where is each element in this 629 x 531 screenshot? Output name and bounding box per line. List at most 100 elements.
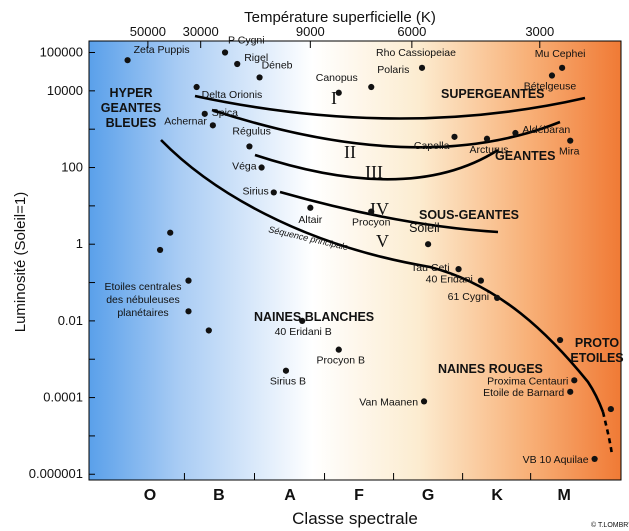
star-label: Sirius: [243, 185, 269, 197]
curve-class-II: [211, 108, 561, 149]
star-dot: [368, 208, 375, 215]
star-label: Etoile de Barnard: [483, 387, 564, 399]
star-label: Polaris: [377, 64, 409, 76]
star-dot: [451, 133, 458, 140]
star-label: Véga: [232, 161, 257, 173]
star-label: Canopus: [316, 72, 358, 84]
star-label: Capella: [414, 140, 450, 152]
star-dot: [335, 89, 342, 96]
temperature-ticks: 50000 30000 9000 6000 3000: [130, 24, 554, 48]
star-dot: [299, 317, 306, 324]
star-label: Procyon: [352, 217, 391, 229]
luminosity-tick-label: 100000: [40, 45, 83, 60]
temperature-tick-label: 50000: [130, 24, 166, 39]
region-hypergiants-line3: BLEUES: [106, 116, 157, 130]
star-dot: [567, 137, 574, 144]
region-giants: GEANTES: [495, 149, 555, 163]
star-dot: [483, 135, 491, 142]
region-red-dwarfs: NAINES ROUGES: [438, 362, 543, 376]
x-axis-title: Classe spectrale: [292, 509, 418, 528]
star-dot: [185, 277, 192, 284]
star-dot: [221, 49, 229, 56]
luminosity-ticks: 100000 10000 100 1 0.01 0.0001 0.000001: [29, 45, 95, 481]
star-label: Sirius B: [270, 376, 306, 388]
copyright: © T.LOMBR': [591, 521, 629, 529]
star-label: Déneb: [262, 59, 293, 71]
star-label: Aldébaran: [522, 124, 570, 136]
star-dots: [124, 49, 614, 463]
star-label: Mu Cephei: [535, 48, 586, 60]
star-dot: [548, 72, 556, 79]
top-axis-title: Température superficielle (K): [244, 9, 436, 26]
region-nebula-line1: Etoiles centrales: [104, 281, 181, 293]
star-dot: [418, 64, 426, 71]
luminosity-tick-label: 10000: [47, 83, 83, 98]
star-dot: [185, 308, 192, 315]
star-dot: [246, 143, 253, 150]
curve-class-III: [254, 148, 499, 181]
spectral-class-label: B: [213, 487, 225, 504]
class-II-label: II: [344, 142, 356, 162]
star-label: Mira: [559, 146, 580, 158]
star-dot: [556, 336, 564, 344]
luminosity-tick-label: 1: [76, 236, 83, 251]
region-supergiants: SUPERGEANTES: [441, 87, 545, 101]
region-nebula-line3: planétaires: [117, 307, 168, 319]
star-dot: [205, 327, 212, 334]
class-IV-label: IV: [370, 199, 389, 219]
star-label: Van Maanen: [359, 396, 418, 408]
star-dot: [156, 246, 164, 254]
star-label: Bételgeuse: [524, 81, 577, 93]
star-dot: [368, 83, 375, 91]
region-proto-stars-line2: ETOILES: [570, 351, 623, 365]
star-dot: [567, 388, 574, 395]
star-dot: [270, 189, 277, 196]
star-dot: [209, 122, 216, 129]
luminosity-tick-label: 0.0001: [43, 390, 83, 405]
star-label: Rigel: [244, 52, 268, 64]
luminosity-class-curves: [160, 94, 614, 456]
star-label: 40 Eridani: [426, 274, 473, 286]
region-white-dwarfs: NAINES BLANCHES: [254, 310, 374, 324]
star-label: Achernar: [164, 115, 207, 127]
star-label: Tau Ceti: [411, 262, 450, 274]
star-dot: [420, 398, 428, 405]
temperature-tick-label: 30000: [183, 24, 219, 39]
star-dot: [424, 241, 432, 248]
plot-background: [88, 40, 622, 481]
star-label: Régulus: [232, 125, 271, 137]
star-label: Delta Orionis: [202, 89, 263, 101]
spectral-class-label: A: [284, 487, 296, 504]
star-dot: [477, 277, 484, 284]
star-dot: [234, 60, 241, 68]
curve-class-IV: [279, 190, 499, 234]
star-dot: [258, 164, 265, 171]
curve-main-sequence-extension: [601, 411, 614, 456]
luminosity-tick-label: 0.000001: [29, 466, 83, 481]
star-label: P Cygni: [228, 35, 265, 47]
star-label: Rho Cassiopeiae: [376, 47, 456, 59]
class-V-label: V: [376, 231, 389, 251]
star-dot: [307, 204, 314, 211]
star-label: Altair: [298, 214, 322, 226]
star-label: Soleil: [409, 221, 440, 235]
region-hypergiants-line1: HYPER: [109, 86, 152, 100]
curve-main-sequence: [160, 139, 605, 413]
star-dot: [201, 110, 208, 117]
star-dot: [559, 64, 566, 71]
star-dot: [455, 266, 462, 273]
luminosity-tick-label: 100: [61, 160, 83, 175]
star-label: Arcturus: [469, 144, 508, 156]
y-axis-title: Luminosité (Soleil=1): [12, 192, 29, 333]
star-dot: [494, 294, 501, 301]
spectral-class-label: F: [354, 487, 364, 504]
region-proto-stars-line1: PROTO: [575, 336, 619, 350]
star-dot: [512, 129, 519, 137]
curve-class-I: [194, 94, 586, 120]
spectral-class-label: O: [144, 487, 156, 504]
star-dot: [591, 455, 598, 463]
star-dot: [167, 229, 174, 236]
star-dot: [282, 367, 290, 374]
star-label: 61 Cygni: [448, 291, 489, 303]
